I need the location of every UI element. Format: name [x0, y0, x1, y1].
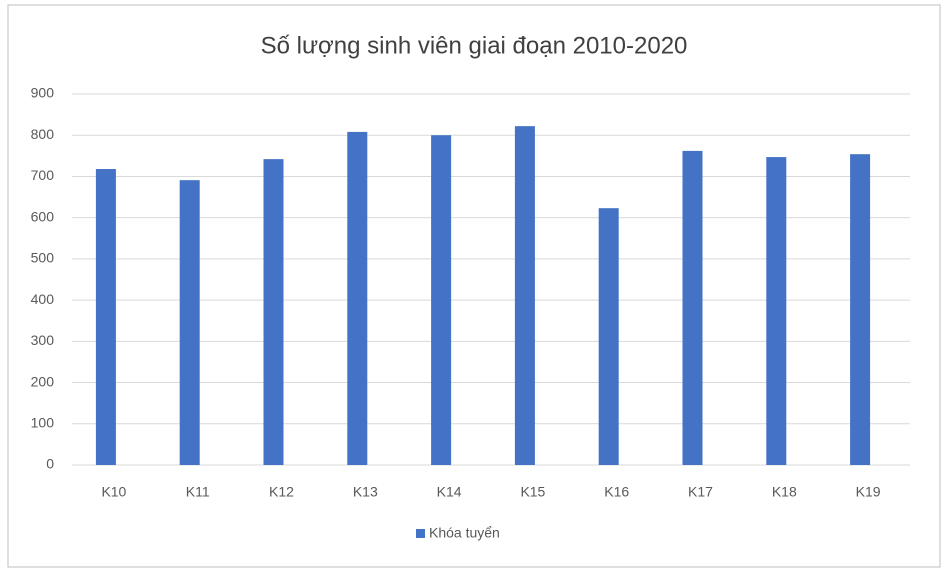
y-tick-label: 300 — [31, 332, 55, 348]
bar — [263, 159, 284, 465]
x-tick-label: K16 — [604, 484, 629, 500]
x-tick-label: K19 — [856, 484, 881, 500]
bar — [850, 154, 871, 465]
x-tick-label: K15 — [520, 484, 545, 500]
y-tick-label: 0 — [46, 456, 54, 472]
y-tick-label: 700 — [31, 167, 55, 183]
x-tick-label: K12 — [269, 484, 294, 500]
y-tick-label: 900 — [31, 85, 55, 101]
y-tick-label: 100 — [31, 414, 55, 430]
y-tick-label: 800 — [31, 126, 55, 142]
chart-frame — [7, 4, 941, 568]
bar — [598, 208, 619, 466]
bar — [347, 131, 368, 465]
x-tick-label: K17 — [688, 484, 713, 500]
x-tick-label: K11 — [186, 484, 210, 500]
bar — [766, 157, 787, 465]
bar — [682, 150, 703, 466]
x-tick-label: K14 — [437, 484, 462, 500]
x-tick-label: K18 — [772, 484, 797, 500]
bar — [179, 180, 200, 465]
y-tick-label: 500 — [31, 250, 55, 266]
chart-title: Số lượng sinh viên giai đoạn 2010-2020 — [261, 32, 688, 59]
legend-label: Khóa tuyển — [429, 525, 500, 541]
y-tick-label: 600 — [31, 208, 55, 224]
legend-swatch — [416, 529, 425, 538]
y-tick-label: 400 — [31, 291, 55, 307]
bar — [514, 126, 535, 466]
y-tick-label: 200 — [31, 373, 55, 389]
bar — [431, 135, 452, 465]
x-tick-label: K10 — [101, 484, 126, 500]
bar — [95, 169, 116, 465]
x-tick-label: K13 — [353, 484, 378, 500]
